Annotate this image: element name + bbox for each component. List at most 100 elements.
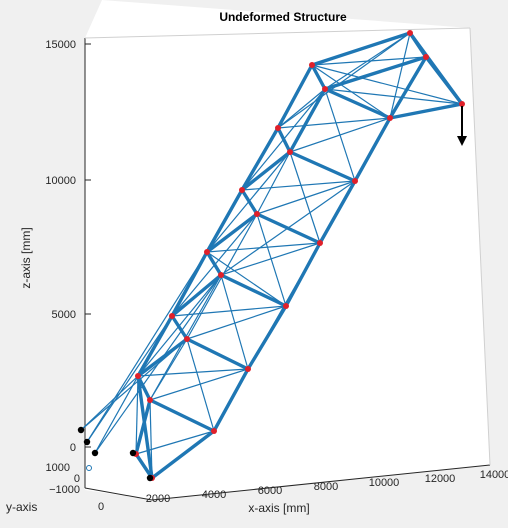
truss-member-thick bbox=[310, 63, 327, 91]
truss-node bbox=[275, 125, 281, 131]
y-axis-label: y-axis bbox=[6, 500, 37, 514]
truss-member-thin bbox=[256, 180, 356, 215]
truss-member-thick bbox=[205, 212, 259, 254]
truss-member-thin bbox=[220, 242, 321, 276]
truss-member-thick bbox=[170, 273, 223, 318]
truss-member-thick bbox=[284, 241, 322, 308]
truss-member-thick bbox=[288, 87, 327, 154]
truss-member-thick bbox=[170, 250, 209, 318]
truss-member-thick bbox=[388, 55, 428, 120]
truss-member-thick bbox=[170, 314, 189, 341]
truss-member-thin bbox=[171, 305, 287, 317]
truss-member-thick bbox=[205, 188, 244, 254]
truss-node bbox=[287, 149, 293, 155]
truss-node bbox=[135, 373, 141, 379]
truss-node bbox=[204, 249, 210, 255]
back-top-edge bbox=[84, 27, 471, 39]
truss-member-thick bbox=[240, 188, 259, 216]
truss-member-thick bbox=[134, 452, 154, 480]
chart-title: Undeformed Structure bbox=[219, 10, 347, 24]
truss-node bbox=[317, 240, 323, 246]
truss-member-thick bbox=[276, 63, 314, 130]
truss-member-thin bbox=[311, 56, 427, 66]
truss-member-thick bbox=[205, 250, 223, 277]
truss-member-thick bbox=[276, 126, 292, 154]
y-tick-label: −1000 bbox=[49, 484, 80, 496]
truss-member-thick bbox=[310, 31, 412, 67]
truss-member-thin bbox=[186, 338, 215, 432]
truss-member-thick bbox=[136, 374, 154, 480]
x-axis-label: x-axis [mm] bbox=[248, 501, 309, 515]
truss-member-thick bbox=[246, 304, 288, 371]
y-tick-label: 1000 bbox=[46, 462, 70, 474]
truss-node bbox=[387, 115, 393, 121]
truss-member-thick bbox=[136, 314, 174, 378]
x-tick-label: 4000 bbox=[202, 489, 226, 501]
truss-node bbox=[218, 272, 224, 278]
x-tick-label: 2000 bbox=[146, 493, 170, 505]
load-arrow bbox=[457, 106, 467, 146]
back-right-edge bbox=[469, 27, 491, 466]
z-tick-label: 0 bbox=[70, 442, 76, 454]
x-axis-line bbox=[151, 464, 491, 501]
truss-member-thick bbox=[148, 398, 216, 433]
truss-member-thin bbox=[389, 32, 411, 119]
truss-member-thin bbox=[256, 213, 287, 307]
z-tick-label: 5000 bbox=[52, 309, 76, 321]
truss-member-thin bbox=[149, 368, 249, 401]
truss-member-thick bbox=[255, 212, 322, 245]
truss-node bbox=[147, 397, 153, 403]
truss-node bbox=[254, 211, 260, 217]
truss-node bbox=[407, 30, 413, 36]
truss-member-thin bbox=[137, 368, 249, 377]
truss-node bbox=[309, 62, 315, 68]
truss-member-thin bbox=[186, 305, 287, 340]
truss-node bbox=[322, 86, 328, 92]
support-node bbox=[146, 474, 154, 482]
support-node bbox=[91, 449, 99, 457]
truss-node bbox=[211, 428, 217, 434]
truss-member-thick bbox=[408, 31, 464, 106]
truss-member-thin bbox=[324, 88, 463, 105]
truss-member-thick bbox=[353, 116, 392, 183]
truss-member-thick bbox=[185, 337, 250, 371]
truss-node bbox=[169, 313, 175, 319]
truss-member-thick bbox=[240, 150, 292, 192]
truss-node bbox=[283, 303, 289, 309]
truss-member-thin bbox=[277, 117, 391, 129]
anchor-member bbox=[80, 375, 139, 431]
truss-node bbox=[352, 178, 358, 184]
x-ticks: 2000 4000 6000 8000 10000 12000 14000 bbox=[146, 469, 508, 505]
truss-member-thin bbox=[241, 180, 356, 191]
support-marker-hollow bbox=[86, 465, 92, 471]
truss-member-thin bbox=[277, 88, 326, 129]
z-tick-label: 15000 bbox=[45, 39, 76, 51]
thick-members bbox=[134, 31, 464, 480]
truss-member-thin bbox=[256, 151, 291, 215]
x-tick-label: 14000 bbox=[480, 469, 508, 481]
truss-member-thin bbox=[206, 242, 321, 253]
truss-member-thick bbox=[318, 179, 357, 245]
y-ticks: 1000 0 −1000 0 bbox=[46, 462, 105, 513]
truss-member-thin bbox=[277, 32, 411, 129]
truss-member-thick bbox=[288, 150, 357, 183]
truss-member-thin bbox=[324, 88, 356, 182]
truss-node bbox=[245, 366, 251, 372]
truss-member-thick bbox=[388, 102, 464, 120]
truss-node bbox=[239, 187, 245, 193]
x-tick-label: 8000 bbox=[314, 481, 338, 493]
truss-member-thick bbox=[219, 273, 288, 308]
z-axis-label: z-axis [mm] bbox=[19, 227, 33, 288]
support-node bbox=[129, 449, 137, 457]
truss-node bbox=[423, 54, 429, 60]
load-arrow-head bbox=[457, 136, 467, 146]
truss-node bbox=[459, 101, 465, 107]
y-tick-label: 0 bbox=[74, 473, 80, 485]
truss-member-thin bbox=[206, 251, 287, 307]
truss-node bbox=[184, 336, 190, 342]
y-origin-label: 0 bbox=[98, 501, 104, 513]
support-points bbox=[77, 426, 154, 482]
x-tick-label: 12000 bbox=[425, 473, 456, 485]
support-node bbox=[77, 426, 85, 434]
